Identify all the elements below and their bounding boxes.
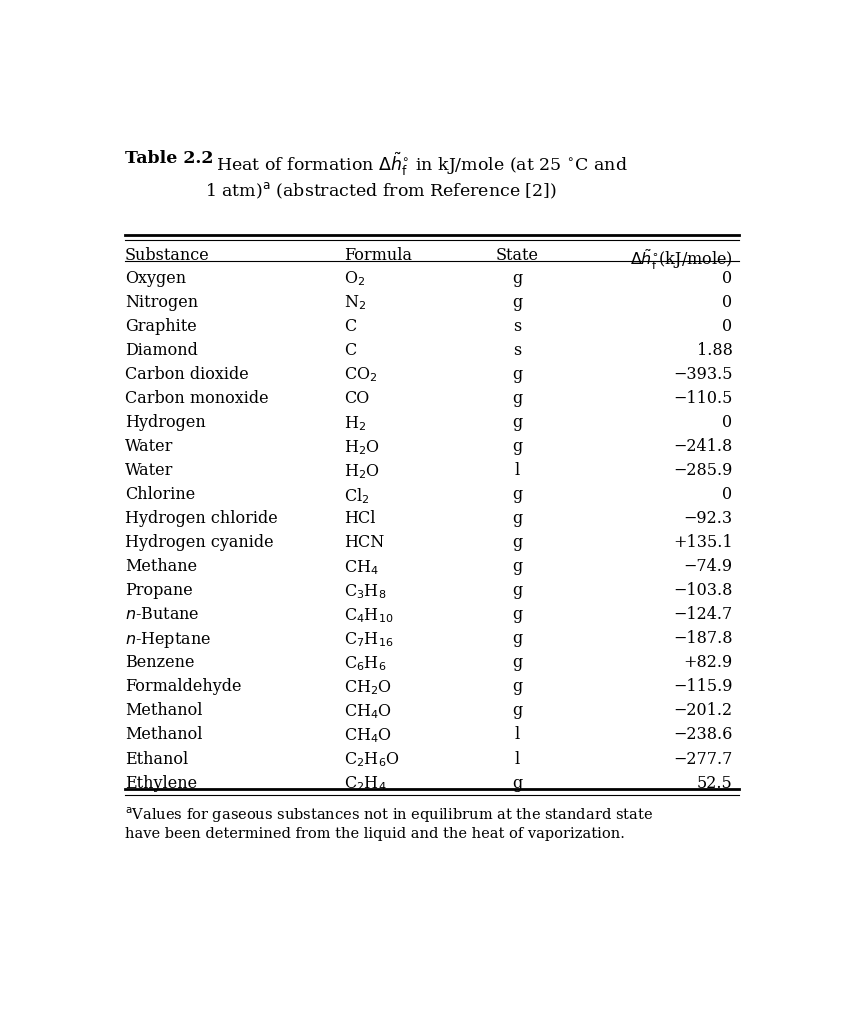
Text: Propane: Propane xyxy=(125,583,193,599)
Text: O$_2$: O$_2$ xyxy=(344,269,365,288)
Text: Water: Water xyxy=(125,462,174,479)
Text: Hydrogen cyanide: Hydrogen cyanide xyxy=(125,535,274,551)
Text: g: g xyxy=(512,535,522,551)
Text: C: C xyxy=(344,317,356,335)
Text: Methane: Methane xyxy=(125,558,197,575)
Text: g: g xyxy=(512,774,522,792)
Text: H$_2$O: H$_2$O xyxy=(344,462,379,480)
Text: Methanol: Methanol xyxy=(125,702,202,720)
Text: −393.5: −393.5 xyxy=(673,366,733,383)
Text: g: g xyxy=(512,702,522,720)
Text: −92.3: −92.3 xyxy=(684,510,733,527)
Text: State: State xyxy=(496,248,539,264)
Text: Chlorine: Chlorine xyxy=(125,486,196,503)
Text: HCN: HCN xyxy=(344,535,384,551)
Text: g: g xyxy=(512,390,522,407)
Text: CH$_4$O: CH$_4$O xyxy=(344,702,392,721)
Text: g: g xyxy=(512,606,522,624)
Text: −201.2: −201.2 xyxy=(674,702,733,720)
Text: $^{\mathrm{a}}$Values for gaseous substances not in equilibrum at the standard s: $^{\mathrm{a}}$Values for gaseous substa… xyxy=(125,805,653,841)
Text: Formaldehyde: Formaldehyde xyxy=(125,678,241,695)
Text: H$_2$: H$_2$ xyxy=(344,414,366,432)
Text: C$_2$H$_6$O: C$_2$H$_6$O xyxy=(344,751,400,769)
Text: Water: Water xyxy=(125,438,174,455)
Text: −115.9: −115.9 xyxy=(673,678,733,695)
Text: C$_3$H$_8$: C$_3$H$_8$ xyxy=(344,583,386,601)
Text: CO: CO xyxy=(344,390,369,407)
Text: 52.5: 52.5 xyxy=(697,774,733,792)
Text: 0: 0 xyxy=(722,317,733,335)
Text: CH$_2$O: CH$_2$O xyxy=(344,678,392,697)
Text: +82.9: +82.9 xyxy=(684,654,733,672)
Text: g: g xyxy=(512,438,522,455)
Text: Formula: Formula xyxy=(344,248,412,264)
Text: Ethanol: Ethanol xyxy=(125,751,188,768)
Text: g: g xyxy=(512,558,522,575)
Text: −241.8: −241.8 xyxy=(674,438,733,455)
Text: −285.9: −285.9 xyxy=(674,462,733,479)
Text: g: g xyxy=(512,583,522,599)
Text: g: g xyxy=(512,510,522,527)
Text: Table 2.2: Table 2.2 xyxy=(125,151,213,168)
Text: −103.8: −103.8 xyxy=(674,583,733,599)
Text: Hydrogen chloride: Hydrogen chloride xyxy=(125,510,277,527)
Text: 0: 0 xyxy=(722,269,733,287)
Text: Substance: Substance xyxy=(125,248,210,264)
Text: Benzene: Benzene xyxy=(125,654,195,672)
Text: 1.88: 1.88 xyxy=(696,342,733,358)
Text: l: l xyxy=(514,751,519,768)
Text: −124.7: −124.7 xyxy=(674,606,733,624)
Text: g: g xyxy=(512,269,522,287)
Text: s: s xyxy=(513,317,521,335)
Text: $n$-Heptane: $n$-Heptane xyxy=(125,630,211,650)
Text: Cl$_2$: Cl$_2$ xyxy=(344,486,369,506)
Text: C$_7$H$_{16}$: C$_7$H$_{16}$ xyxy=(344,630,394,649)
Text: −277.7: −277.7 xyxy=(674,751,733,768)
Text: g: g xyxy=(512,366,522,383)
Text: −74.9: −74.9 xyxy=(684,558,733,575)
Text: s: s xyxy=(513,342,521,358)
Text: Carbon dioxide: Carbon dioxide xyxy=(125,366,249,383)
Text: g: g xyxy=(512,486,522,503)
Text: C: C xyxy=(344,342,356,358)
Text: g: g xyxy=(512,414,522,431)
Text: C$_4$H$_{10}$: C$_4$H$_{10}$ xyxy=(344,606,394,625)
Text: Diamond: Diamond xyxy=(125,342,198,358)
Text: Methanol: Methanol xyxy=(125,726,202,743)
Text: CO$_2$: CO$_2$ xyxy=(344,366,378,384)
Text: −187.8: −187.8 xyxy=(673,630,733,647)
Text: g: g xyxy=(512,630,522,647)
Text: Hydrogen: Hydrogen xyxy=(125,414,206,431)
Text: −110.5: −110.5 xyxy=(674,390,733,407)
Text: 0: 0 xyxy=(722,294,733,310)
Text: C$_2$H$_4$: C$_2$H$_4$ xyxy=(344,774,386,794)
Text: N$_2$: N$_2$ xyxy=(344,294,366,312)
Text: Nitrogen: Nitrogen xyxy=(125,294,198,310)
Text: H$_2$O: H$_2$O xyxy=(344,438,379,457)
Text: l: l xyxy=(514,726,519,743)
Text: g: g xyxy=(512,678,522,695)
Text: Oxygen: Oxygen xyxy=(125,269,186,287)
Text: −238.6: −238.6 xyxy=(674,726,733,743)
Text: 0: 0 xyxy=(722,486,733,503)
Text: 0: 0 xyxy=(722,414,733,431)
Text: $n$-Butane: $n$-Butane xyxy=(125,606,200,624)
Text: Carbon monoxide: Carbon monoxide xyxy=(125,390,269,407)
Text: +135.1: +135.1 xyxy=(673,535,733,551)
Text: CH$_4$: CH$_4$ xyxy=(344,558,379,577)
Text: Graphite: Graphite xyxy=(125,317,196,335)
Text: C$_6$H$_6$: C$_6$H$_6$ xyxy=(344,654,386,673)
Text: g: g xyxy=(512,294,522,310)
Text: HCl: HCl xyxy=(344,510,375,527)
Text: g: g xyxy=(512,654,522,672)
Text: Ethylene: Ethylene xyxy=(125,774,197,792)
Text: $\Delta\tilde{h}^{\circ}_{\mathrm{f}}$(kJ/mole): $\Delta\tilde{h}^{\circ}_{\mathrm{f}}$(k… xyxy=(630,248,733,272)
Text: CH$_4$O: CH$_4$O xyxy=(344,726,392,745)
Text: l: l xyxy=(514,462,519,479)
Text: Heat of formation $\Delta\tilde{h}^{\circ}_{\mathrm{f}}$ in kJ/mole (at 25 $^{\c: Heat of formation $\Delta\tilde{h}^{\cir… xyxy=(205,151,627,202)
